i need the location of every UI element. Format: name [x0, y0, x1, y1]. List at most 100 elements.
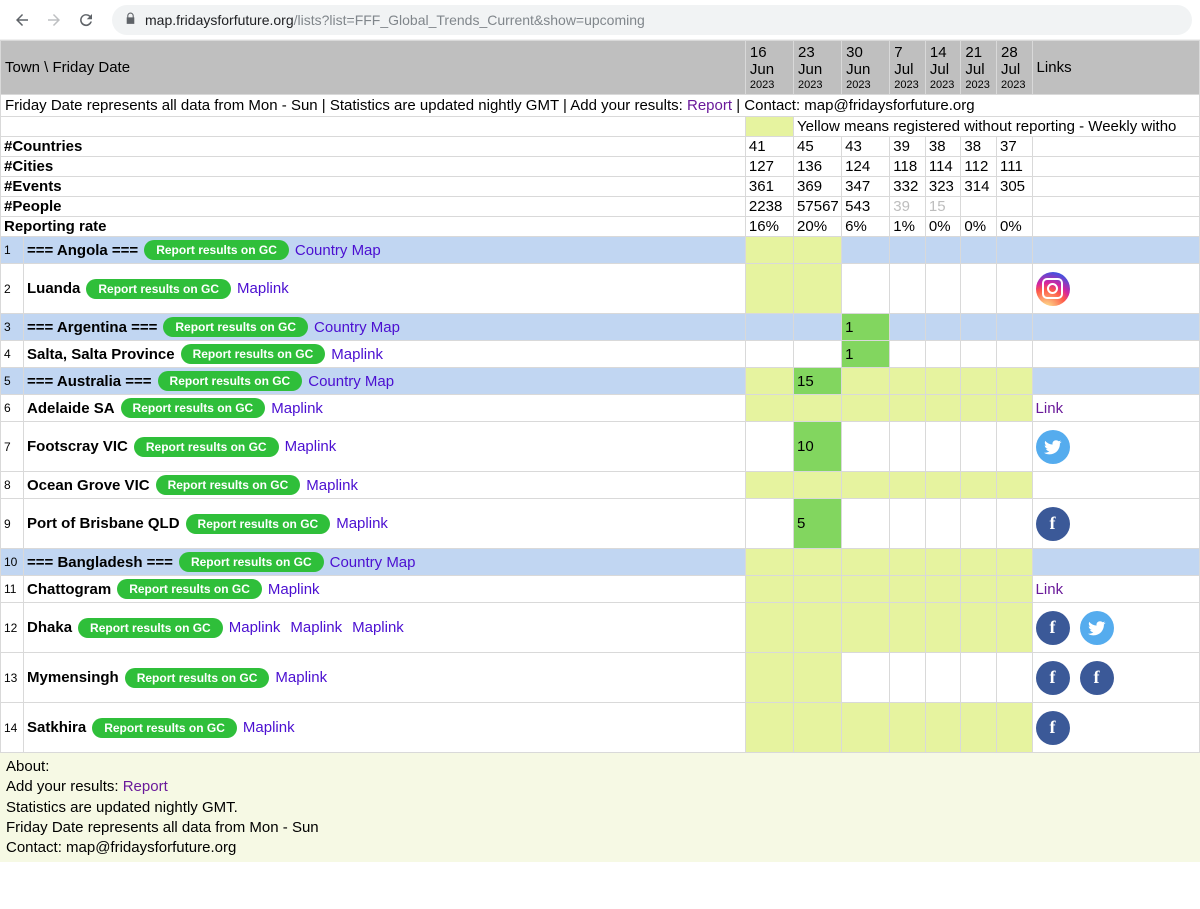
report-results-button[interactable]: Report results on GC — [134, 437, 279, 457]
row-number: 14 — [1, 703, 24, 753]
maplink[interactable]: Maplink — [352, 619, 404, 636]
stat-value — [996, 197, 1032, 217]
header-date: 21Jul2023 — [961, 41, 997, 95]
data-table: Town \ Friday Date16Jun202323Jun202330Ju… — [0, 40, 1200, 753]
browser-chrome: map.fridaysforfuture.org/lists?list=FFF_… — [0, 0, 1200, 40]
row-number: 9 — [1, 499, 24, 549]
links-cell: Link — [1032, 576, 1199, 603]
town-name: Dhaka — [27, 619, 72, 636]
data-cell — [961, 314, 997, 341]
back-button[interactable] — [8, 6, 36, 34]
address-bar[interactable]: map.fridaysforfuture.org/lists?list=FFF_… — [112, 5, 1192, 35]
data-cell-registered — [890, 549, 926, 576]
report-results-button[interactable]: Report results on GC — [181, 344, 326, 364]
report-results-button[interactable]: Report results on GC — [121, 398, 266, 418]
stat-value: 43 — [842, 137, 890, 157]
report-results-button[interactable]: Report results on GC — [163, 317, 308, 337]
facebook-icon[interactable]: f — [1036, 507, 1070, 541]
data-cell — [996, 499, 1032, 549]
links-cell — [1032, 368, 1199, 395]
stat-value: 38 — [925, 137, 961, 157]
data-cell-registered — [842, 472, 890, 499]
data-cell — [890, 653, 926, 703]
stat-value — [961, 197, 997, 217]
reload-button[interactable] — [72, 6, 100, 34]
maplink[interactable]: Maplink — [331, 346, 383, 363]
report-link[interactable]: Report — [687, 97, 732, 114]
links-cell — [1032, 341, 1199, 368]
report-results-button[interactable]: Report results on GC — [117, 579, 262, 599]
data-cell — [925, 341, 961, 368]
data-cell — [745, 341, 793, 368]
maplink[interactable]: Maplink — [285, 438, 337, 455]
report-results-button[interactable]: Report results on GC — [156, 475, 301, 495]
report-results-button[interactable]: Report results on GC — [78, 618, 223, 638]
row-number: 13 — [1, 653, 24, 703]
data-cell — [961, 264, 997, 314]
header-date: 28Jul2023 — [996, 41, 1032, 95]
maplink[interactable]: Maplink — [268, 581, 320, 598]
city-row: 6Adelaide SAReport results on GCMaplinkL… — [1, 395, 1200, 422]
country-map-link[interactable]: Country Map — [330, 554, 416, 571]
data-cell-registered — [842, 603, 890, 653]
maplink[interactable]: Maplink — [271, 400, 323, 417]
links-cell — [1032, 549, 1199, 576]
data-cell-registered — [996, 576, 1032, 603]
data-cell — [890, 264, 926, 314]
report-results-button[interactable]: Report results on GC — [158, 371, 303, 391]
town-cell: MymensinghReport results on GCMaplink — [24, 653, 746, 703]
data-cell-registered — [745, 237, 793, 264]
external-link[interactable]: Link — [1036, 581, 1064, 598]
report-results-button[interactable]: Report results on GC — [186, 514, 331, 534]
data-cell — [996, 341, 1032, 368]
forward-button[interactable] — [40, 6, 68, 34]
row-number: 6 — [1, 395, 24, 422]
data-cell — [925, 653, 961, 703]
report-results-button[interactable]: Report results on GC — [92, 718, 237, 738]
twitter-icon[interactable] — [1036, 430, 1070, 464]
report-link[interactable]: Report — [123, 778, 168, 795]
instagram-icon[interactable] — [1036, 272, 1070, 306]
country-map-link[interactable]: Country Map — [295, 242, 381, 259]
row-number: 7 — [1, 422, 24, 472]
data-cell-registered — [996, 603, 1032, 653]
maplink[interactable]: Maplink — [243, 719, 295, 736]
external-link[interactable]: Link — [1036, 400, 1064, 417]
data-cell — [842, 422, 890, 472]
stat-row: #Countries41454339383837 — [1, 137, 1200, 157]
stat-row: Reporting rate16%20%6%1%0%0%0% — [1, 217, 1200, 237]
stat-value: 323 — [925, 177, 961, 197]
data-cell — [925, 499, 961, 549]
data-cell-registered — [842, 576, 890, 603]
town-cell: Ocean Grove VICReport results on GCMapli… — [24, 472, 746, 499]
data-cell — [842, 264, 890, 314]
row-number: 5 — [1, 368, 24, 395]
report-results-button[interactable]: Report results on GC — [179, 552, 324, 572]
maplink[interactable]: Maplink — [275, 669, 327, 686]
maplink[interactable]: Maplink — [229, 619, 281, 636]
report-results-button[interactable]: Report results on GC — [86, 279, 231, 299]
maplink[interactable]: Maplink — [336, 515, 388, 532]
maplink[interactable]: Maplink — [290, 619, 342, 636]
facebook-icon[interactable]: f — [1036, 611, 1070, 645]
maplink[interactable]: Maplink — [306, 477, 358, 494]
report-results-button[interactable]: Report results on GC — [125, 668, 270, 688]
stat-value: 20% — [794, 217, 842, 237]
maplink[interactable]: Maplink — [237, 280, 289, 297]
stat-value: 16% — [745, 217, 793, 237]
facebook-icon[interactable]: f — [1036, 711, 1070, 745]
links-cell: f — [1032, 499, 1199, 549]
about-add-results: Add your results: Report — [6, 777, 1194, 797]
twitter-icon[interactable] — [1080, 611, 1114, 645]
row-number: 11 — [1, 576, 24, 603]
header-date: 30Jun2023 — [842, 41, 890, 95]
stat-value: 112 — [961, 157, 997, 177]
town-cell: Salta, Salta ProvinceReport results on G… — [24, 341, 746, 368]
data-cell-registered — [745, 264, 793, 314]
country-map-link[interactable]: Country Map — [314, 319, 400, 336]
report-results-button[interactable]: Report results on GC — [144, 240, 289, 260]
data-cell — [745, 314, 793, 341]
facebook-icon[interactable]: f — [1036, 661, 1070, 695]
country-map-link[interactable]: Country Map — [308, 373, 394, 390]
facebook-icon[interactable]: f — [1080, 661, 1114, 695]
